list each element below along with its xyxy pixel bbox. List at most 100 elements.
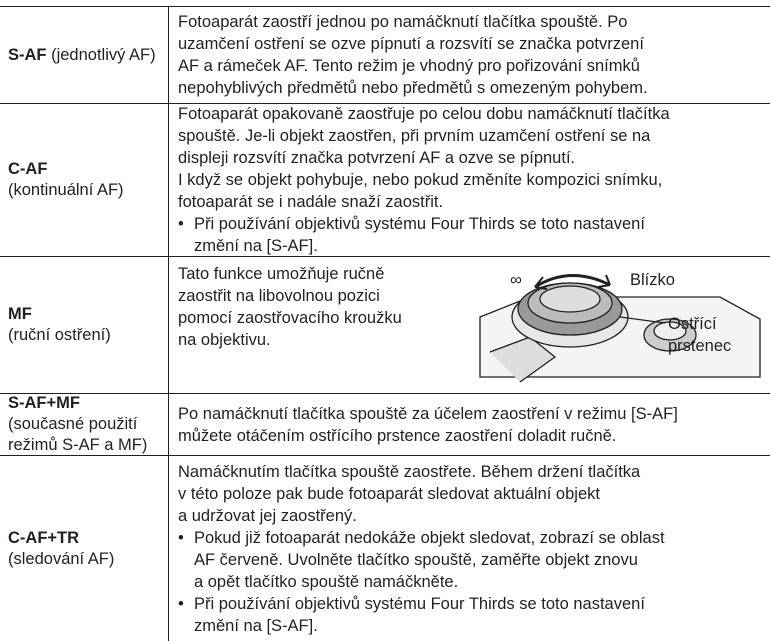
- line-text: změní na [S-AF].: [194, 616, 318, 635]
- mode-cell: C-AF (kontinuální AF): [0, 104, 169, 256]
- lens-illustration: ∞ Blízko Ostřící prstenec: [479, 271, 761, 383]
- bullet: •: [178, 215, 184, 233]
- description-cell: Tato funkce umožňuje ručně zaostřit na li…: [170, 257, 770, 393]
- mode-note: (kontinuální AF): [8, 181, 124, 199]
- text-line: • Při používání objektivů systému Four Th…: [178, 213, 762, 235]
- mode-note: (sledování AF): [8, 549, 115, 568]
- bullet-item: • Při používání objektivů systému Four Th…: [178, 593, 762, 637]
- mode-name: S-AF: [8, 45, 47, 64]
- text-line: uzamčení ostření se ozve pípnutí a rozsv…: [178, 33, 762, 55]
- bullet-item: • Při používání objektivů systému Four Th…: [178, 213, 762, 257]
- line-text: Namáčknutím tlačítka spouště zaostřete. …: [178, 462, 641, 481]
- text-line: • Pokud již fotoaparát nedokáže objekt sl…: [178, 527, 762, 549]
- line-text: AF a rámeček AF. Tento režim je vhodný p…: [178, 57, 640, 75]
- paragraph: I když se objekt pohybuje, nebo pokud zm…: [178, 169, 762, 213]
- mode-label: S-AF (jednotlivý AF): [8, 45, 156, 66]
- bullet: •: [178, 528, 184, 547]
- line-text: I když se objekt pohybuje, nebo pokud zm…: [178, 171, 663, 189]
- table-row: S-AF (jednotlivý AF) Fotoaparát zaostří j…: [0, 6, 770, 103]
- text-line: spouště. Je-li objekt zaostřen, při prvn…: [178, 125, 762, 147]
- table-row: MF (ruční ostření) Tato funkce umožňuje r…: [0, 256, 770, 393]
- infinity-label: ∞: [510, 271, 522, 289]
- bullet: •: [178, 594, 184, 613]
- mode-label: MF (ruční ostření): [8, 304, 111, 346]
- text-line: Po namáčknutí tlačítka spouště za účelem…: [178, 403, 762, 425]
- line-text: na objektivu.: [178, 331, 271, 349]
- text-line: Fotoaparát zaostří jednou po namáčknutí …: [178, 11, 762, 33]
- text-line: AF a rámeček AF. Tento režim je vhodný p…: [178, 55, 762, 77]
- text-line: Namáčknutím tlačítka spouště zaostřete. …: [178, 461, 762, 483]
- table-row: C-AF+TR (sledování AF) Namáčknutím tlačít…: [0, 455, 770, 641]
- text-line: zaostřit na libovolnou pozici: [178, 285, 762, 307]
- table-row: S-AF+MF (současné použití režimů S-AF a …: [0, 393, 770, 455]
- mode-label: C-AF (kontinuální AF): [8, 159, 124, 201]
- line-text: nepohyblivých předmětů nebo předmětů s o…: [178, 79, 648, 97]
- line-text: Pokud již fotoaparát nedokáže objekt sle…: [194, 528, 665, 547]
- line-text: zaostřit na libovolnou pozici: [178, 287, 380, 305]
- text-line: můžete otáčením ostřícího prstence zaost…: [178, 425, 762, 447]
- camera-drawing: [479, 274, 761, 383]
- ring-label: Ostřící: [668, 315, 717, 333]
- text-line: změní na [S-AF].: [178, 235, 762, 257]
- line-text: uzamčení ostření se ozve pípnutí a rozsv…: [178, 35, 644, 53]
- bullet-item: • Pokud již fotoaparát nedokáže objekt sl…: [178, 527, 762, 593]
- line-text: spouště. Je-li objekt zaostřen, při prvn…: [178, 127, 651, 145]
- mode-label: C-AF+TR (sledování AF): [8, 528, 114, 570]
- line-text: displeji rozsvítí značka potvrzení AF a …: [178, 149, 576, 167]
- mode-cell: S-AF (jednotlivý AF): [0, 7, 169, 103]
- text-line: • Při používání objektivů systému Four Th…: [178, 593, 762, 615]
- text-line: pomocí zaostřovacího kroužku: [178, 307, 762, 329]
- line-text: a opět tlačítko spouště namáčkněte.: [194, 572, 459, 591]
- mode-name: C-AF: [8, 160, 48, 178]
- mode-table: S-AF (jednotlivý AF) Fotoaparát zaostří j…: [0, 6, 771, 641]
- paragraph: Tato funkce umožňuje ručně zaostřit na li…: [178, 263, 762, 351]
- line-text: Při používání objektivů systému Four Thi…: [194, 215, 645, 233]
- mode-note: (ruční ostření): [8, 326, 111, 344]
- paragraph: Namáčknutím tlačítka spouště zaostřete. …: [178, 461, 762, 527]
- line-text: v této poloze pak bude fotoaparát sledov…: [178, 484, 600, 503]
- line-text: Při používání objektivů systému Four Thi…: [194, 594, 645, 613]
- mode-name: MF: [8, 305, 32, 323]
- mode-cell: MF (ruční ostření): [0, 257, 169, 393]
- text-line: a opět tlačítko spouště namáčkněte.: [178, 571, 762, 593]
- paragraph: Po namáčknutí tlačítka spouště za účelem…: [178, 403, 762, 447]
- line-text: Fotoaparát opakovaně zaostřuje po celou …: [178, 105, 670, 123]
- mode-note: (jednotlivý AF): [51, 45, 156, 64]
- text-line: displeji rozsvítí značka potvrzení AF a …: [178, 147, 762, 169]
- text-line: na objektivu.: [178, 329, 762, 351]
- line-text: můžete otáčením ostřícího prstence zaost…: [178, 426, 617, 445]
- line-text: Tato funkce umožňuje ručně: [178, 265, 385, 283]
- line-text: AF červeně. Uvolněte tlačítko spouště, z…: [194, 550, 638, 569]
- description-cell: Po namáčknutí tlačítka spouště za účelem…: [170, 394, 770, 455]
- description-cell: Namáčknutím tlačítka spouště zaostřete. …: [170, 456, 770, 641]
- ring-label: prstenec: [668, 337, 731, 355]
- line-text: a udržovat jej zaostřený.: [178, 506, 357, 525]
- line-text: pomocí zaostřovacího kroužku: [178, 309, 402, 327]
- mode-name: S-AF+MF: [8, 394, 80, 412]
- line-text: Fotoaparát zaostří jednou po namáčknutí …: [178, 13, 628, 31]
- line-text: fotoaparát se i nadále snaží zaostřit.: [178, 193, 444, 211]
- text-line: AF červeně. Uvolněte tlačítko spouště, z…: [178, 549, 762, 571]
- paragraph: Fotoaparát zaostří jednou po namáčknutí …: [178, 11, 762, 99]
- mode-label: S-AF+MF (současné použití režimů S-AF a …: [8, 393, 160, 456]
- text-line: a udržovat jej zaostřený.: [178, 505, 762, 527]
- table-row: C-AF (kontinuální AF) Fotoaparát opakovan…: [0, 103, 770, 256]
- line-text: změní na [S-AF].: [194, 237, 318, 255]
- text-line: I když se objekt pohybuje, nebo pokud zm…: [178, 169, 762, 191]
- text-line: fotoaparát se i nadále snaží zaostřit.: [178, 191, 762, 213]
- description-cell: Fotoaparát zaostří jednou po namáčknutí …: [170, 7, 770, 103]
- text-line: Fotoaparát opakovaně zaostřuje po celou …: [178, 103, 762, 125]
- near-label: Blízko: [630, 271, 675, 289]
- text-line: v této poloze pak bude fotoaparát sledov…: [178, 483, 762, 505]
- mode-cell: S-AF+MF (současné použití režimů S-AF a …: [0, 394, 169, 455]
- text-line: nepohyblivých předmětů nebo předmětů s o…: [178, 77, 762, 99]
- line-text: Po namáčknutí tlačítka spouště za účelem…: [178, 404, 678, 423]
- description-cell: Fotoaparát opakovaně zaostřuje po celou …: [170, 104, 770, 256]
- mode-cell: C-AF+TR (sledování AF): [0, 456, 169, 641]
- text-line: Tato funkce umožňuje ručně: [178, 263, 762, 285]
- text-line: změní na [S-AF].: [178, 615, 762, 637]
- mode-note: (současné použití režimů S-AF a MF): [8, 415, 148, 454]
- mode-name: C-AF+TR: [8, 528, 80, 547]
- paragraph: Fotoaparát opakovaně zaostřuje po celou …: [178, 103, 762, 169]
